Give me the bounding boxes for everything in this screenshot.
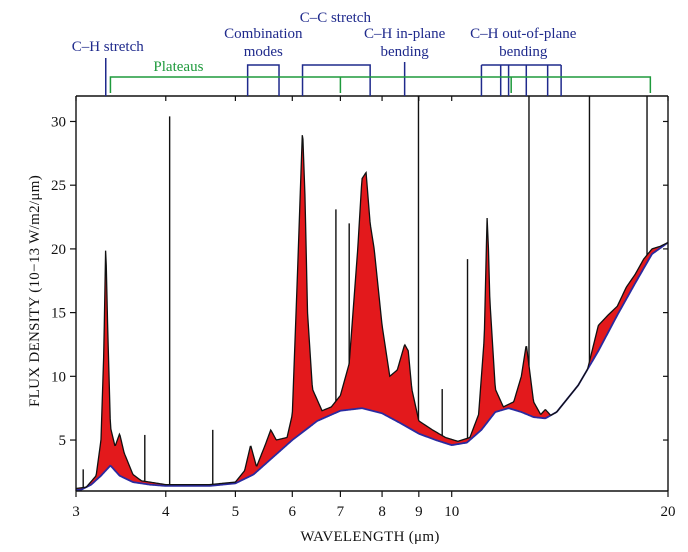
emission-feature-fill — [76, 135, 668, 490]
plateaus-bracket — [109, 76, 652, 93]
combination-modes-label: Combination modes — [224, 26, 303, 60]
series-spectrum-line — [75, 135, 669, 490]
x-tick-label: 7 — [337, 504, 345, 520]
y-tick-label: 30 — [51, 114, 66, 130]
x-tick-label: 6 — [289, 504, 297, 520]
cc-stretch-label: C–C stretch — [300, 10, 372, 26]
x-tick-label: 4 — [162, 504, 170, 520]
y-axis-title: FLUX DENSITY (10−13 W/m2/μm) — [27, 175, 43, 407]
plateaus-label: Plateaus — [153, 59, 203, 75]
y-tick-label: 15 — [51, 306, 66, 322]
ch-oop-label: C–H out-of-plane bending — [470, 26, 577, 60]
x-tick-label: 5 — [232, 504, 240, 520]
cc-stretch-bracket — [301, 64, 371, 96]
combination-modes-bracket — [246, 64, 280, 96]
x-tick-label: 8 — [378, 504, 386, 520]
y-tick-label: 25 — [51, 178, 66, 194]
ch-inplane-label: C–H in-plane bending — [364, 26, 446, 60]
y-tick-label: 10 — [51, 369, 66, 385]
plot-area — [75, 96, 669, 491]
y-tick-label: 5 — [59, 433, 67, 449]
ch-stretch-label: C–H stretch — [72, 39, 145, 55]
axis-ticks: 3 4 5 6 7 8 9 10 20 5 10 15 20 25 30 — [51, 96, 676, 520]
x-tick-label: 3 — [72, 504, 80, 520]
x-axis-title: WAVELENGTH (μm) — [300, 529, 439, 545]
y-tick-label: 20 — [51, 242, 66, 258]
x-tick-label: 20 — [661, 504, 676, 520]
axes-frame — [75, 95, 669, 492]
x-tick-label: 10 — [444, 504, 459, 520]
x-tick-label: 9 — [415, 504, 423, 520]
